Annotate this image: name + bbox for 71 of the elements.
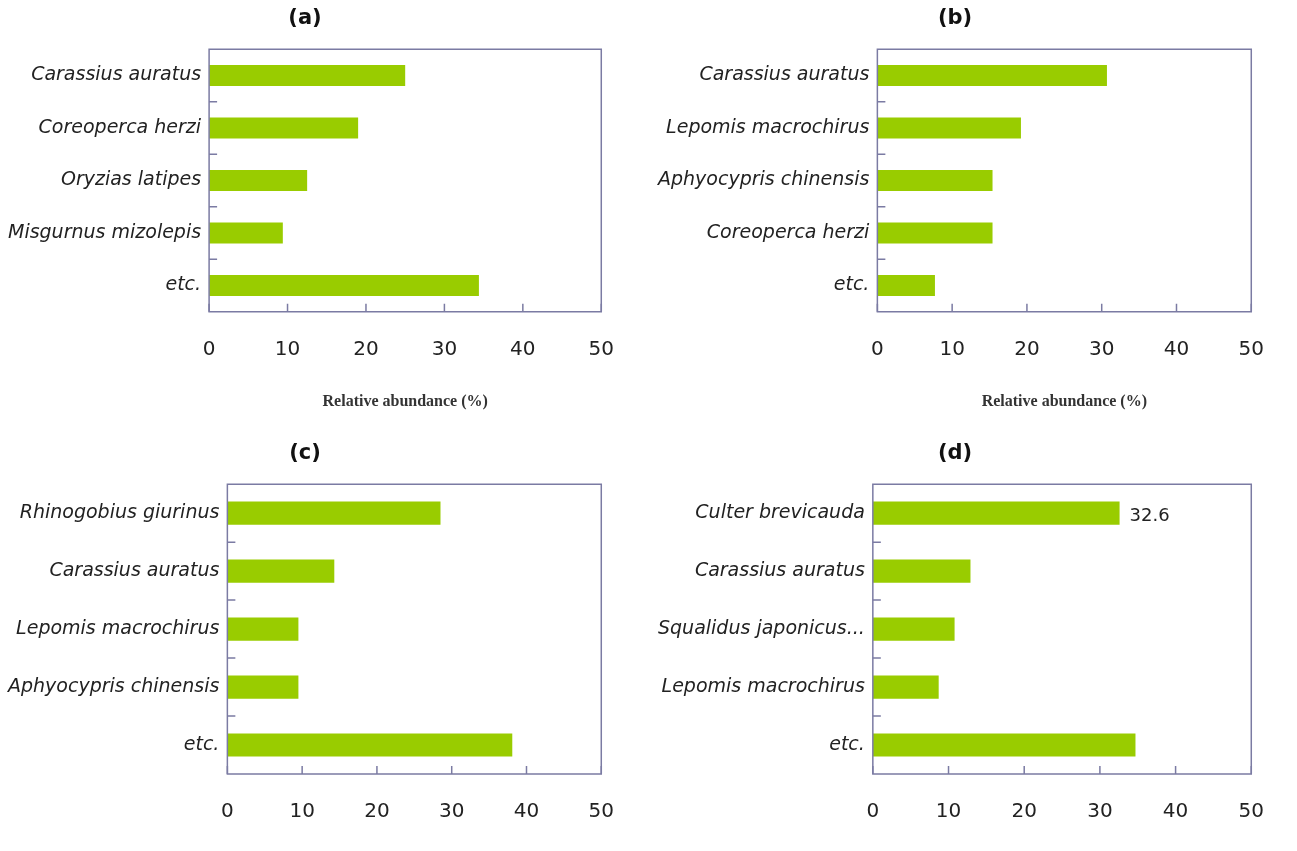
bar — [877, 117, 1021, 139]
x-tick-label: 20 — [1014, 336, 1040, 360]
bar — [877, 170, 993, 191]
chart-title: (d) — [937, 440, 973, 465]
chart-title: (c) — [289, 440, 321, 465]
bar — [227, 559, 335, 583]
bar — [872, 675, 939, 699]
y-tick-label: Oryzias latipes — [60, 167, 202, 190]
bar — [227, 501, 441, 525]
x-tick-label: 10 — [289, 798, 315, 823]
y-tick-label: etc. — [833, 272, 870, 295]
y-tick-label: etc. — [165, 272, 202, 295]
y-tick-label: Carassius auratus — [699, 62, 870, 85]
x-tick-label: 0 — [871, 336, 884, 360]
x-tick-label: 40 — [1162, 798, 1189, 823]
bar — [872, 617, 955, 641]
x-tick-label: 10 — [935, 798, 962, 823]
bar — [209, 64, 406, 86]
y-tick-label: Coreoperca herzi — [706, 219, 871, 242]
x-tick-label: 10 — [939, 336, 965, 360]
x-tick-label: 10 — [274, 336, 301, 360]
bar — [227, 617, 299, 641]
y-tick-label: Carassius auratus — [31, 62, 202, 85]
x-tick-label: 30 — [1087, 798, 1113, 823]
bar — [209, 222, 283, 244]
x-tick-label: 30 — [431, 336, 458, 360]
y-tick-label: Lepomis macrochirus — [16, 616, 220, 639]
bar — [227, 675, 299, 699]
x-tick-label: 50 — [588, 336, 614, 360]
x-tick-label: 30 — [1088, 336, 1115, 360]
y-tick-label: Carassius auratus — [694, 558, 865, 581]
y-tick-label: Rhinogobius giurinus — [19, 500, 220, 523]
y-tick-label: etc. — [183, 731, 220, 754]
x-tick-label: 0 — [221, 798, 234, 823]
bar — [872, 501, 1120, 525]
bar — [872, 559, 971, 583]
bar — [877, 222, 993, 244]
x-tick-label: 40 — [510, 336, 536, 360]
x-tick-label: 40 — [1163, 336, 1190, 360]
x-tick-label: 20 — [1011, 798, 1037, 823]
bar — [209, 275, 479, 297]
y-tick-label: Coreoperca herzi — [38, 114, 202, 137]
y-tick-label: Lepomis macrochirus — [661, 674, 865, 696]
y-tick-label: etc. — [829, 731, 865, 754]
bar — [872, 733, 1136, 757]
x-tick-label: 0 — [866, 798, 880, 823]
x-tick-label: 50 — [588, 798, 614, 823]
x-tick-label: 50 — [1238, 336, 1264, 360]
y-tick-label: Aphyocypris chinensis — [655, 167, 870, 190]
bar — [877, 64, 1107, 86]
x-tick-label: 50 — [1238, 798, 1264, 823]
y-tick-label: Misgurnus mizolepis — [7, 219, 202, 242]
x-axis-title: Relative abundance (%) — [981, 391, 1147, 410]
x-axis-title: Relative abundance (%) — [322, 391, 488, 410]
y-tick-label: Lepomis macrochirus — [666, 114, 870, 137]
bar — [209, 117, 359, 139]
bar — [209, 170, 308, 191]
chart-title: (a) — [288, 5, 322, 30]
bar — [877, 275, 935, 297]
y-tick-label: Carassius auratus — [49, 558, 220, 581]
y-tick-label: Squalidus japonicus... — [657, 616, 865, 639]
y-tick-label: Culter brevicauda — [695, 500, 865, 523]
bar — [227, 733, 513, 757]
x-tick-label: 20 — [364, 798, 390, 823]
data-label: 32.6 — [1129, 503, 1170, 525]
y-tick-label: Aphyocypris chinensis — [5, 674, 220, 696]
x-tick-label: 30 — [438, 798, 465, 823]
x-tick-label: 0 — [202, 336, 216, 360]
chart-title: (b) — [937, 5, 973, 30]
x-tick-label: 40 — [513, 798, 540, 823]
x-tick-label: 20 — [353, 336, 379, 360]
